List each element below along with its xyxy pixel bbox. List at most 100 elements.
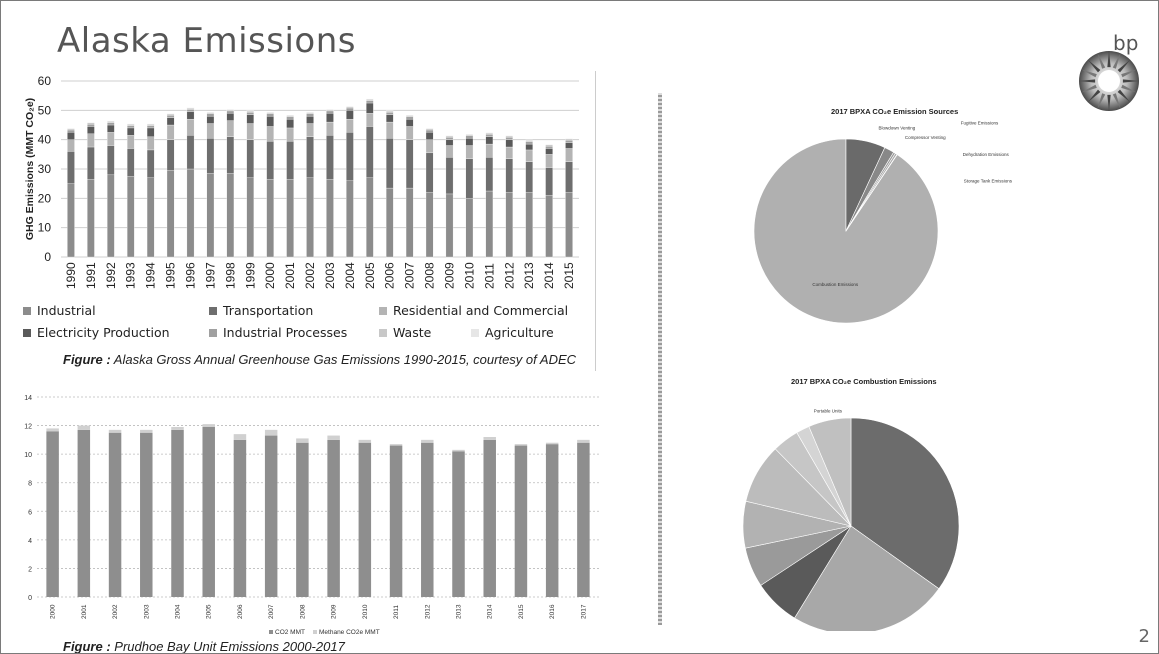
bp-helios-logo-icon [1079, 51, 1139, 111]
bar-segment [186, 168, 195, 258]
bar-segment [385, 138, 394, 189]
x-tick-label: 2011 [393, 605, 400, 619]
bar-segment [306, 136, 314, 178]
legend-residential: Residential and Commercial [379, 303, 568, 318]
bar-segment [465, 198, 474, 258]
pie-label: Portable Units [814, 408, 843, 413]
bar-segment [405, 114, 414, 116]
bar-segment [286, 140, 294, 180]
bar-segment [67, 132, 75, 140]
bar-segment [385, 187, 394, 258]
logo-ray [1097, 53, 1106, 69]
logo-ray [1079, 79, 1096, 83]
pie-label: Fugitive Emissions [961, 121, 999, 126]
legend-label: Industrial [37, 303, 96, 318]
figure-caption-2: Figure : Prudhoe Bay Unit Emissions 2000… [63, 639, 345, 653]
bar-segment [485, 143, 494, 158]
x-tick-label: 2009 [331, 604, 338, 619]
caption-label: Figure : [63, 352, 111, 367]
bar-segment [306, 123, 314, 137]
bar-segment [425, 132, 434, 140]
bar-segment [226, 136, 235, 174]
bar-segment [405, 139, 414, 189]
bar-segment [445, 193, 454, 258]
bar-segment [545, 148, 553, 155]
page-number: 2 [1138, 626, 1150, 647]
x-tick-label: 2003 [143, 604, 150, 619]
bar-segment [485, 157, 494, 192]
x-tick-label: 2013 [522, 262, 536, 289]
bar-segment [146, 123, 155, 125]
bar-segment [306, 177, 314, 258]
bar-segment [565, 138, 573, 140]
x-tick-label: 2014 [542, 262, 556, 289]
bar-segment [264, 435, 278, 597]
x-tick-label: 2015 [562, 262, 576, 289]
y-tick-label: 10 [24, 452, 32, 459]
bar-segment [385, 114, 394, 123]
bar-segment [206, 113, 215, 117]
bar-segment [425, 152, 434, 193]
bar-segment [306, 116, 314, 124]
bar-segment [465, 133, 474, 135]
pie-slice [850, 417, 960, 590]
bar-segment [246, 177, 255, 258]
bar-segment [505, 192, 514, 258]
legend-swatch [313, 630, 317, 634]
x-tick-label: 2007 [268, 604, 275, 619]
y-tick-label: 0 [44, 250, 51, 264]
logo-ray [1097, 93, 1106, 109]
bar-segment [126, 125, 135, 129]
bar-segment [126, 123, 135, 125]
bar-segment [483, 439, 496, 597]
pie-label: Dehydration Emissions [963, 152, 1010, 157]
bar-segment [425, 192, 434, 258]
x-tick-label: 1994 [144, 262, 158, 289]
bar-segment [505, 158, 514, 193]
bar-segment [485, 136, 494, 145]
logo-ray [1112, 93, 1121, 109]
bar-segment [246, 114, 255, 124]
bar-segment [366, 126, 374, 178]
legend-swatch [23, 306, 31, 315]
logo-ray [1112, 53, 1121, 69]
figure-caption-1: Figure : Alaska Gross Annual Greenhouse … [63, 352, 583, 367]
x-tick-label: 2000 [263, 262, 277, 289]
bar-segment [525, 143, 533, 151]
bar-segment [171, 427, 184, 430]
bar-segment [465, 158, 474, 199]
bar-segment [87, 179, 95, 258]
x-tick-label: 2007 [403, 262, 417, 289]
x-tick-label: 2002 [303, 262, 317, 289]
bar-segment [67, 183, 75, 258]
x-tick-label: 2010 [362, 604, 369, 619]
legend-label: Agriculture [485, 325, 554, 340]
bar-segment [525, 161, 533, 193]
bar-segment [67, 139, 75, 152]
bar-segment [107, 122, 115, 126]
bar-segment [126, 148, 135, 177]
logo-ray [1122, 79, 1139, 83]
pie-label: Compressor Venting [905, 135, 946, 140]
x-tick-label: 1990 [64, 262, 78, 289]
y-tick-label: 40 [38, 133, 52, 147]
bar-segment [286, 127, 294, 142]
bar-segment [246, 112, 255, 115]
bar-segment [525, 141, 533, 145]
legend-label: Residential and Commercial [393, 303, 569, 318]
logo-ray [1117, 59, 1131, 73]
bar-segment [545, 144, 553, 146]
bar-segment [421, 439, 434, 443]
bar-segment [306, 111, 314, 113]
bar-segment [107, 174, 115, 258]
bar-segment [226, 173, 235, 258]
legend-label: Electricity Production [37, 325, 170, 340]
bar-segment [166, 115, 175, 118]
bar-segment [485, 134, 494, 137]
x-tick-label: 2001 [283, 262, 297, 289]
bar-segment [445, 135, 454, 137]
bar-segment [202, 424, 215, 427]
bar-segment [246, 110, 255, 112]
logo-ray [1121, 69, 1137, 78]
bar-segment [226, 120, 235, 137]
